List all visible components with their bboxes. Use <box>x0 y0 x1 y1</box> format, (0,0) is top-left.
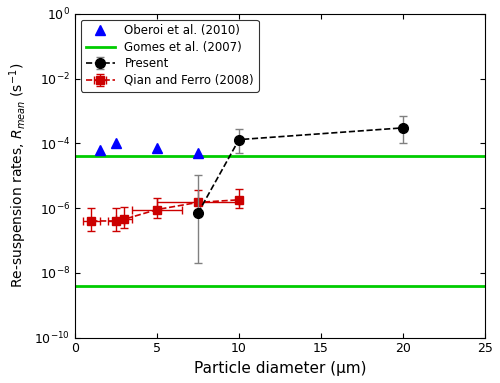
Gomes et al. (2007) <box>88 154 94 159</box>
Gomes et al. (2007) <box>72 154 78 159</box>
Oberoi et al. (2010) <box>96 148 102 153</box>
Line: Oberoi et al. (2010): Oberoi et al. (2010) <box>94 138 203 158</box>
Legend: Oberoi et al. (2010), Gomes et al. (2007), Present, Qian and Ferro (2008): Oberoi et al. (2010), Gomes et al. (2007… <box>81 20 259 92</box>
Oberoi et al. (2010) <box>195 151 201 155</box>
Oberoi et al. (2010) <box>113 141 119 146</box>
X-axis label: Particle diameter (μm): Particle diameter (μm) <box>194 361 366 376</box>
Y-axis label: Re-suspension rates, $R_{mean}$ (s$^{-1}$): Re-suspension rates, $R_{mean}$ (s$^{-1}… <box>7 63 28 288</box>
Oberoi et al. (2010) <box>154 146 160 151</box>
